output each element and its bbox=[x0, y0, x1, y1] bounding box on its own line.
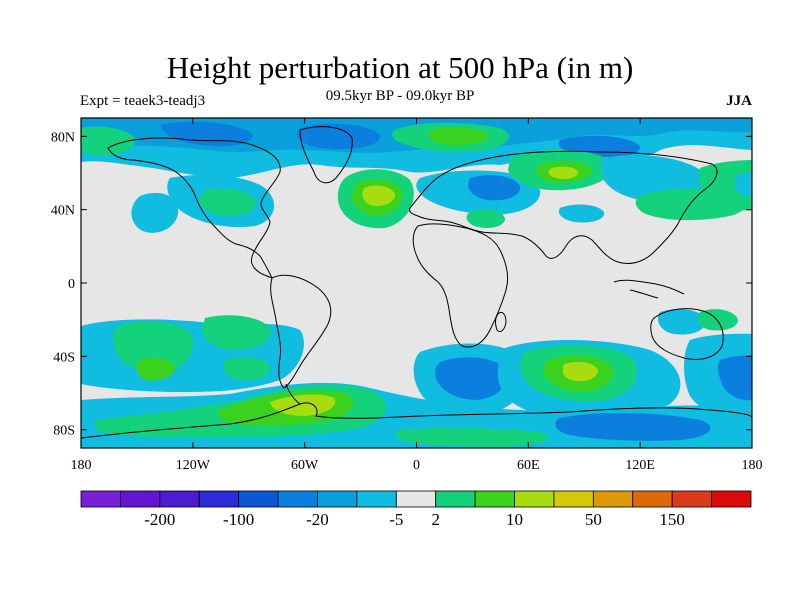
contour-blue-arctic-core2 bbox=[296, 123, 381, 150]
lat-tick: 80N bbox=[51, 130, 752, 145]
lon-tick: 120E bbox=[625, 118, 655, 473]
colorbar-box bbox=[80, 490, 121, 508]
colorbar-box bbox=[711, 490, 752, 508]
lon-tick: 60W bbox=[291, 118, 319, 473]
lat-tick: 0 bbox=[68, 277, 752, 292]
colorbar-box bbox=[592, 490, 634, 508]
contour-yellow-siberia bbox=[548, 166, 578, 179]
lat-tick-label: 80N bbox=[51, 130, 75, 145]
coastline-indonesia bbox=[613, 279, 685, 299]
lon-tick-label: 120E bbox=[625, 458, 655, 473]
lat-tick-label: 40N bbox=[51, 204, 75, 219]
lon-tick: 180 bbox=[742, 118, 763, 473]
contour-blue-indianocean bbox=[657, 309, 706, 335]
coastlines bbox=[81, 126, 752, 439]
contour-blue-npacific bbox=[131, 192, 179, 233]
lon-tick-label: 0 bbox=[413, 458, 420, 473]
lon-tick-label: 60E bbox=[517, 458, 540, 473]
lon-tick: 60E bbox=[517, 118, 540, 473]
colorbar-box bbox=[238, 490, 279, 508]
contour-green-south-pacific3 bbox=[223, 356, 271, 381]
latitude-axis: 80N 40N 0 40S 80S bbox=[51, 130, 752, 439]
colorbar-box bbox=[159, 490, 200, 508]
colorbar-box bbox=[632, 490, 673, 508]
contour-blue-arctic-core1 bbox=[160, 121, 253, 147]
lat-tick-label: 0 bbox=[68, 277, 75, 292]
period-label: 09.5kyr BP - 09.0kyr BP bbox=[325, 88, 475, 104]
coastline-antarctica bbox=[81, 402, 752, 439]
lon-tick-label: 120W bbox=[176, 458, 211, 473]
coastline-africa bbox=[412, 223, 509, 348]
contour-green-topleft bbox=[81, 126, 136, 156]
contour-blue-southeast-pacific-core bbox=[717, 355, 752, 401]
colorbar-box bbox=[395, 490, 437, 508]
contour-lime-south-pacific bbox=[137, 357, 175, 381]
colorbar-label: 10 bbox=[506, 510, 523, 529]
colorbar-box bbox=[474, 490, 515, 508]
coastline-australia bbox=[650, 308, 724, 360]
lat-tick: 40N bbox=[51, 204, 752, 219]
coastline-north-america bbox=[107, 137, 281, 279]
contour-green-south-pacific bbox=[113, 321, 194, 374]
coastline-south-america bbox=[270, 274, 332, 389]
contour-blue-midasia bbox=[558, 204, 605, 223]
contour-green-npacific-east bbox=[698, 160, 752, 211]
coastline-greenland bbox=[299, 126, 353, 184]
contour-blue-south-atlantic-core bbox=[435, 357, 508, 400]
lat-tick-label: 40S bbox=[53, 350, 75, 365]
colorbar-label: -200 bbox=[144, 510, 175, 529]
lat-tick: 80S bbox=[53, 424, 752, 439]
lat-tick-label: 80S bbox=[53, 424, 75, 439]
lon-tick: 0 bbox=[413, 118, 420, 473]
colorbar-label: -100 bbox=[223, 510, 254, 529]
contour-green-namerica bbox=[199, 188, 256, 217]
season-label: JJA bbox=[726, 93, 752, 109]
colorbar-label: 150 bbox=[659, 510, 685, 529]
contour-yellow-atlantic bbox=[362, 185, 396, 207]
colorbar-label: -20 bbox=[306, 510, 329, 529]
contour-blue-antarctic-right bbox=[555, 412, 711, 441]
lon-tick-label: 60W bbox=[291, 458, 319, 473]
colorbar: -200 -100 -20 -5 2 10 50 150 bbox=[80, 490, 752, 529]
colorbar-box bbox=[514, 490, 555, 508]
contour-blue-southeast-pacific bbox=[684, 333, 752, 421]
colorbar-label: -5 bbox=[389, 510, 403, 529]
colorbar-box bbox=[120, 490, 161, 508]
lon-tick: 120W bbox=[176, 118, 211, 473]
colorbar-label: 50 bbox=[585, 510, 602, 529]
contour-blue-eurasia-core bbox=[468, 175, 521, 201]
colorbar-box bbox=[553, 490, 594, 508]
contour-green-arctic-core bbox=[428, 127, 489, 146]
colorbar-label: 2 bbox=[431, 510, 440, 529]
lon-tick-label: 180 bbox=[742, 458, 763, 473]
map-title: Height perturbation at 500 hPa (in m) bbox=[166, 50, 634, 85]
lon-tick: 180 bbox=[71, 118, 92, 473]
colorbar-box bbox=[435, 490, 476, 508]
contour-field bbox=[81, 118, 752, 448]
colorbar-box bbox=[356, 490, 397, 508]
coastline-antarctic-peninsula bbox=[285, 383, 301, 405]
longitude-axis: 180 120W 60W 0 60E 120E 180 bbox=[71, 118, 763, 473]
contour-blue-npacific-east bbox=[735, 172, 752, 197]
colorbar-box bbox=[198, 490, 240, 508]
experiment-label: Expt = teaek3-teadj3 bbox=[80, 93, 206, 109]
contour-green-caspian bbox=[466, 209, 505, 228]
coastline-madagascar bbox=[495, 311, 507, 333]
contour-yellow-south-indian bbox=[562, 362, 598, 382]
colorbar-box bbox=[317, 490, 358, 508]
colorbar-box bbox=[671, 490, 712, 508]
contour-green-indianocean bbox=[698, 309, 738, 331]
lon-tick-label: 180 bbox=[71, 458, 92, 473]
colorbar-box bbox=[277, 490, 318, 508]
contour-green-south-pacific2 bbox=[202, 315, 271, 350]
contour-yellow-antarctic bbox=[270, 394, 336, 416]
contour-green-antarctic-right bbox=[396, 427, 549, 447]
lat-tick: 40S bbox=[53, 350, 752, 365]
